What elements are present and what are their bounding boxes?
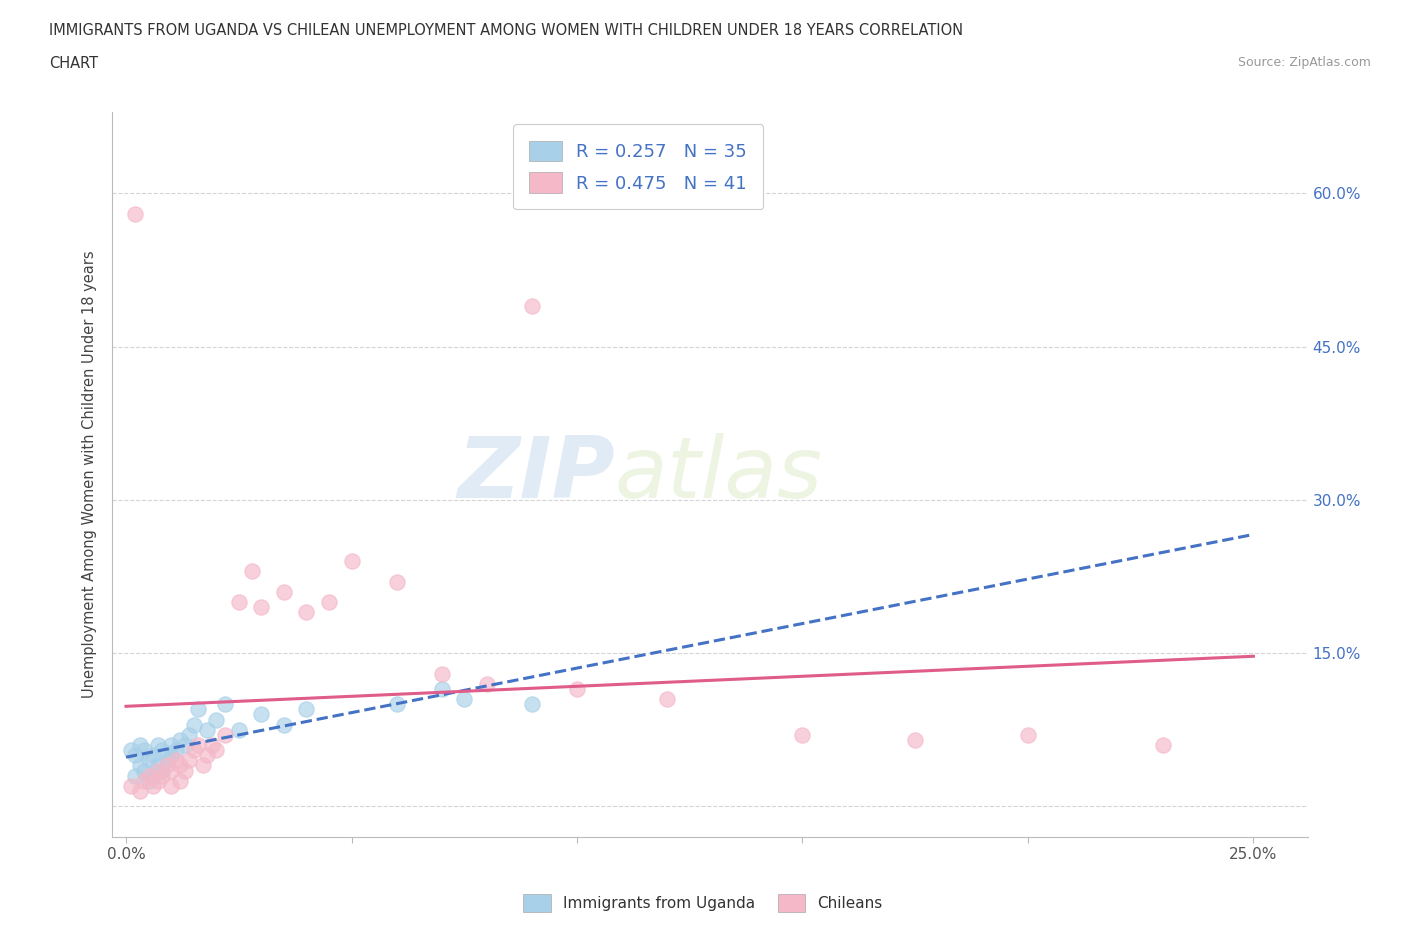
Point: [385, 697, 408, 711]
Text: IMMIGRANTS FROM UGANDA VS CHILEAN UNEMPLOYMENT AMONG WOMEN WITH CHILDREN UNDER 1: IMMIGRANTS FROM UGANDA VS CHILEAN UNEMPL…: [49, 23, 963, 38]
Point: [657, 692, 679, 707]
Point: [273, 717, 295, 732]
Point: [520, 299, 543, 313]
Point: [128, 758, 150, 773]
Point: [1152, 737, 1174, 752]
Point: [214, 727, 236, 742]
Y-axis label: Unemployment Among Women with Children Under 18 years: Unemployment Among Women with Children U…: [82, 250, 97, 698]
Point: [195, 748, 218, 763]
Text: atlas: atlas: [614, 432, 823, 516]
Point: [160, 748, 183, 763]
Point: [146, 774, 169, 789]
Point: [160, 764, 183, 778]
Point: [792, 727, 814, 742]
Point: [160, 737, 183, 752]
Point: [430, 682, 453, 697]
Point: [295, 604, 318, 619]
Point: [146, 764, 169, 778]
Point: [150, 764, 173, 778]
Point: [295, 702, 318, 717]
Point: [201, 737, 224, 752]
Legend: Immigrants from Uganda, Chileans: Immigrants from Uganda, Chileans: [517, 888, 889, 918]
Point: [142, 778, 165, 793]
Point: [124, 768, 146, 783]
Point: [273, 584, 295, 599]
Point: [120, 778, 142, 793]
Point: [132, 764, 155, 778]
Point: [165, 753, 187, 768]
Text: CHART: CHART: [49, 56, 98, 71]
Point: [132, 774, 155, 789]
Point: [146, 758, 169, 773]
Point: [146, 737, 169, 752]
Point: [453, 692, 475, 707]
Point: [228, 594, 250, 609]
Point: [214, 697, 236, 711]
Point: [520, 697, 543, 711]
Point: [475, 676, 498, 691]
Point: [138, 753, 160, 768]
Point: [138, 774, 160, 789]
Point: [124, 748, 146, 763]
Point: [179, 753, 201, 768]
Point: [124, 206, 146, 221]
Point: [169, 758, 191, 773]
Point: [150, 743, 173, 758]
Point: [205, 712, 228, 727]
Point: [904, 733, 927, 748]
Point: [179, 727, 201, 742]
Point: [169, 774, 191, 789]
Point: [142, 748, 165, 763]
Point: [250, 707, 273, 722]
Point: [195, 723, 218, 737]
Point: [430, 666, 453, 681]
Point: [142, 768, 165, 783]
Point: [385, 574, 408, 589]
Point: [250, 600, 273, 615]
Point: [565, 682, 588, 697]
Point: [120, 743, 142, 758]
Point: [318, 594, 340, 609]
Point: [340, 553, 363, 568]
Point: [1017, 727, 1039, 742]
Point: [205, 743, 228, 758]
Legend: R = 0.257   N = 35, R = 0.475   N = 41: R = 0.257 N = 35, R = 0.475 N = 41: [513, 125, 763, 209]
Point: [165, 743, 187, 758]
Point: [183, 717, 205, 732]
Point: [191, 758, 214, 773]
Point: [155, 753, 177, 768]
Text: Source: ZipAtlas.com: Source: ZipAtlas.com: [1237, 56, 1371, 69]
Point: [187, 737, 209, 752]
Point: [155, 758, 177, 773]
Point: [128, 737, 150, 752]
Point: [169, 733, 191, 748]
Point: [173, 737, 195, 752]
Point: [160, 778, 183, 793]
Point: [150, 768, 173, 783]
Point: [132, 743, 155, 758]
Point: [173, 764, 195, 778]
Point: [228, 723, 250, 737]
Point: [183, 743, 205, 758]
Point: [187, 702, 209, 717]
Point: [128, 784, 150, 799]
Point: [138, 768, 160, 783]
Point: [240, 564, 263, 578]
Text: ZIP: ZIP: [457, 432, 614, 516]
